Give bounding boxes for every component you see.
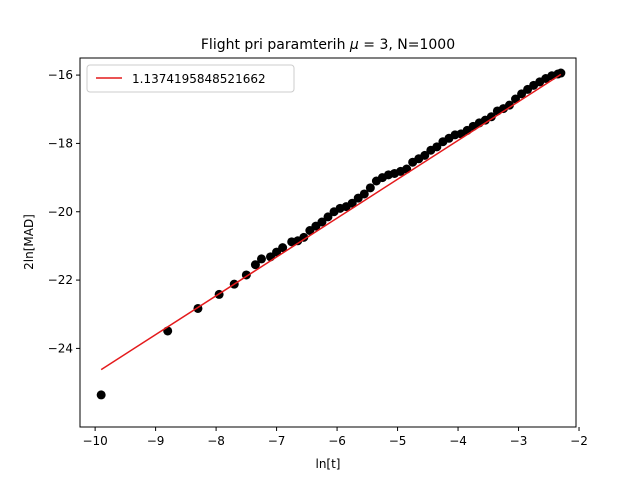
x-tick-label: −7 [268,434,286,448]
scatter-point [486,112,496,122]
x-tick-label: −2 [570,434,588,448]
x-axis: −10 −9 −8 −7 −6 −5 −4 −3 −2 [82,427,588,448]
legend-box [86,64,295,93]
scatter-point [317,217,327,227]
legend-label: 1.1374195848521662 [132,72,266,86]
y-tick-label: −22 [48,273,73,287]
scatter-point [432,142,442,152]
scatter-point [420,150,430,160]
scatter-point [256,254,266,264]
fit-line [100,73,562,371]
x-tick-label: −4 [449,434,467,448]
x-tick-label: −10 [82,434,107,448]
plot-area [96,68,566,400]
chart-title: Flight pri paramterih μ = 3, N=1000 [201,37,455,53]
scatter-point [250,260,260,270]
scatter-point [299,232,309,242]
scatter-point [323,212,333,222]
scatter-point [278,243,288,253]
x-tick-label: −3 [510,434,528,448]
scatter-point [365,183,375,193]
scatter-point [359,189,369,199]
y-axis: −24 −22 −20 −18 −16 [48,68,80,355]
scatter-point [96,390,106,400]
y-tick-label: −20 [48,205,73,219]
scatter-point [347,198,357,208]
chart-title-suffix: = 3, N=1000 [359,37,455,53]
x-tick-label: −5 [389,434,407,448]
axes-frame [79,57,577,428]
x-tick-label: −8 [207,434,225,448]
y-tick-label: −24 [48,341,73,355]
x-tick-label: −6 [328,434,346,448]
x-tick-label: −9 [147,434,165,448]
y-tick-label: −18 [48,136,73,150]
scatter-point [504,100,514,110]
y-axis-label: 2ln[MAD] [22,214,36,270]
y-tick-label: −16 [48,68,73,82]
chart-title-mu: μ [349,37,359,53]
scatter-point [163,326,173,336]
chart-title-prefix: Flight pri paramterih [201,37,350,53]
legend: 1.1374195848521662 [86,64,295,93]
x-axis-label: ln[t] [315,457,340,471]
